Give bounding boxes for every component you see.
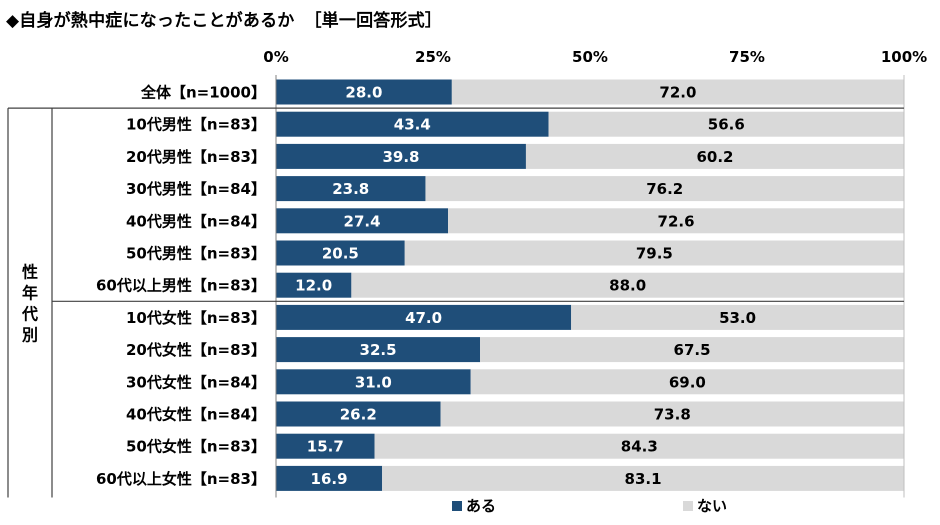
bar-segment xyxy=(276,401,441,427)
data-label: 72.0 xyxy=(659,84,696,102)
data-label: 83.1 xyxy=(625,470,662,488)
data-label: 69.0 xyxy=(669,373,706,391)
category-label: 20代女性【n=83】 xyxy=(126,341,266,359)
data-label: 67.5 xyxy=(674,341,711,359)
category-label: 60代以上男性【n=83】 xyxy=(96,277,266,295)
bar-segment xyxy=(480,337,904,363)
data-label: 79.5 xyxy=(636,245,673,263)
data-label: 47.0 xyxy=(405,309,442,327)
data-label: 39.8 xyxy=(382,148,419,166)
legend-label: ある xyxy=(466,497,496,515)
data-label: 31.0 xyxy=(355,373,392,391)
bar-segment xyxy=(276,369,471,395)
category-label: 30代男性【n=84】 xyxy=(126,180,266,198)
data-label: 76.2 xyxy=(646,180,683,198)
category-label: 40代女性【n=84】 xyxy=(126,406,266,424)
bar-segment xyxy=(374,433,904,459)
category-label: 10代男性【n=83】 xyxy=(126,116,266,134)
legend-swatch xyxy=(452,501,462,511)
data-label: 88.0 xyxy=(609,277,646,295)
bar-segment xyxy=(276,143,526,169)
category-label: 50代女性【n=83】 xyxy=(126,438,266,456)
title-text: ◆自身が熱中症になったことがあるか xyxy=(6,11,295,31)
bar-segment xyxy=(276,337,481,363)
bar-segment xyxy=(351,272,904,298)
category-label: 50代男性【n=83】 xyxy=(126,245,266,263)
x-tick-label: 0% xyxy=(263,48,288,66)
x-tick-label: 75% xyxy=(729,48,765,66)
data-label: 23.8 xyxy=(332,180,369,198)
chart-title: ◆自身が熱中症になったことがあるか ［単一回答形式］ xyxy=(6,6,442,31)
data-label: 84.3 xyxy=(621,438,658,456)
data-label: 28.0 xyxy=(345,84,382,102)
bar-segment xyxy=(276,79,452,105)
bar-segment xyxy=(451,79,904,105)
legend-swatch xyxy=(683,501,693,511)
bar-segment xyxy=(548,111,904,137)
bar-segment xyxy=(276,433,375,459)
bar-segment xyxy=(276,465,383,491)
bar-segment xyxy=(440,401,904,427)
category-label: 20代男性【n=83】 xyxy=(126,148,266,166)
bar-segment xyxy=(276,111,549,137)
legend-label: ない xyxy=(697,497,727,515)
bar-segment xyxy=(525,143,904,169)
data-label: 53.0 xyxy=(719,309,756,327)
bar-segment xyxy=(470,369,904,395)
category-label: 60代以上女性【n=83】 xyxy=(96,470,266,488)
bar-segment xyxy=(276,176,426,202)
data-label: 72.6 xyxy=(658,212,695,230)
category-label: 40代男性【n=84】 xyxy=(126,212,266,230)
data-label: 27.4 xyxy=(344,212,381,230)
data-label: 60.2 xyxy=(696,148,733,166)
bar-segment xyxy=(571,304,904,330)
category-label: 10代女性【n=83】 xyxy=(126,309,266,327)
category-label: 全体【n=1000】 xyxy=(140,84,266,102)
data-label: 20.5 xyxy=(322,245,359,263)
group-label-char: 年 xyxy=(22,283,38,302)
bar-segment xyxy=(276,272,352,298)
bar-segment xyxy=(448,208,904,234)
title-note: ［単一回答形式］ xyxy=(304,11,443,31)
data-label: 73.8 xyxy=(654,406,691,424)
bar-segment xyxy=(382,465,905,491)
group-label-char: 別 xyxy=(22,325,38,344)
data-label: 56.6 xyxy=(708,116,745,134)
group-label-char: 代 xyxy=(21,304,38,323)
category-label: 30代女性【n=84】 xyxy=(126,373,266,391)
bar-segment xyxy=(404,240,904,266)
bar-segment xyxy=(425,176,904,202)
x-tick-label: 100% xyxy=(881,48,927,66)
group-label-char: 性 xyxy=(22,262,38,281)
data-label: 43.4 xyxy=(394,116,431,134)
bar-segment xyxy=(276,208,449,234)
x-tick-label: 50% xyxy=(572,48,608,66)
bar-segment xyxy=(276,304,572,330)
data-label: 16.9 xyxy=(311,470,348,488)
data-label: 32.5 xyxy=(360,341,397,359)
bar-segment xyxy=(276,240,405,266)
data-label: 12.0 xyxy=(295,277,332,295)
x-tick-label: 25% xyxy=(415,48,451,66)
data-label: 26.2 xyxy=(340,406,377,424)
data-label: 15.7 xyxy=(307,438,344,456)
